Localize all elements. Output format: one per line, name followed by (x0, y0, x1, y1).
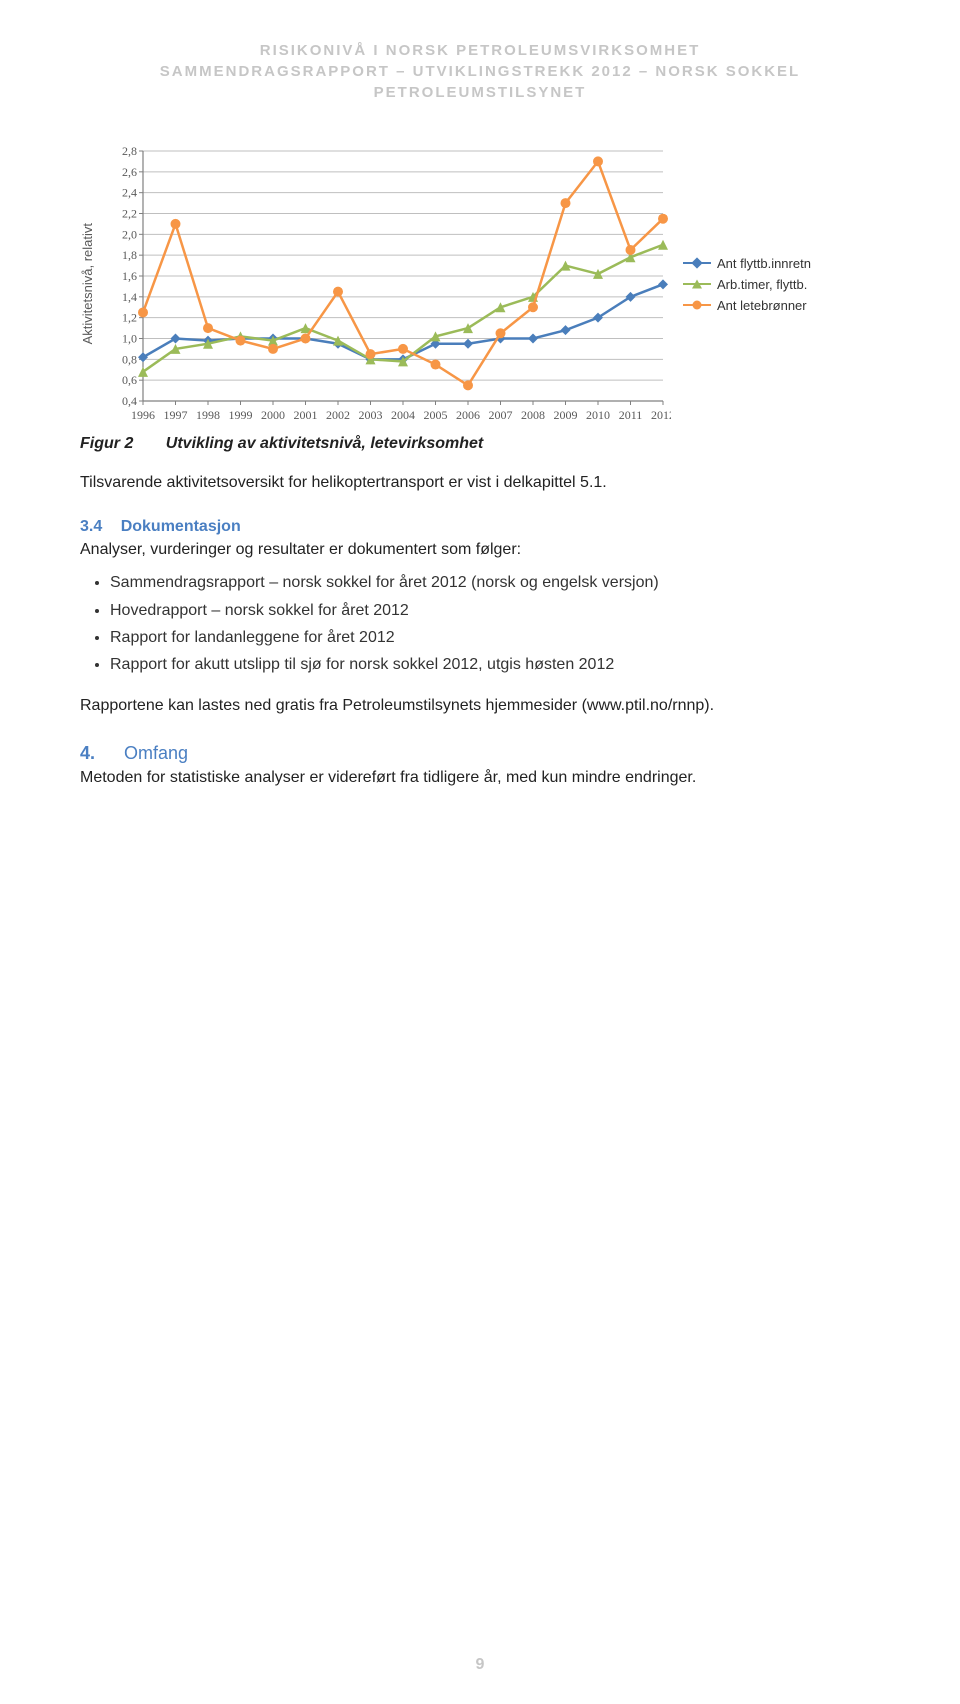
figure-caption-text: Utvikling av aktivitetsnivå, letevirksom… (166, 435, 483, 452)
section-number: 4. (80, 743, 95, 763)
legend-label: Ant letebrønner (717, 298, 807, 313)
header-line-1: RISIKONIVÅ I NORSK PETROLEUMSVIRKSOMHET (80, 40, 880, 61)
chart-legend: Ant flyttb.innretn Arb.timer, flyttb. Ant … (683, 250, 811, 319)
section-title: Dokumentasjon (121, 518, 241, 535)
diamond-icon (691, 257, 702, 268)
line-chart: 0,4 0,6 0,8 1,0 1,2 1,4 1,6 1,8 2,0 2,2 2,4 2,6 2,8 1… (101, 143, 671, 425)
svg-text:2012: 2012 (651, 408, 671, 422)
legend-item: Ant letebrønner (683, 298, 811, 313)
figure-caption: Figur 2 Utvikling av aktivitetsnivå, let… (80, 435, 880, 453)
legend-swatch (683, 304, 711, 307)
svg-text:1,6: 1,6 (122, 269, 137, 283)
svg-text:0,6: 0,6 (122, 373, 137, 387)
svg-text:2011: 2011 (619, 408, 643, 422)
bullet-item: Sammendragsrapport – norsk sokkel for år… (110, 571, 880, 594)
section-number: 3.4 (80, 518, 102, 535)
svg-text:0,4: 0,4 (122, 394, 137, 408)
page-number: 9 (476, 1656, 485, 1674)
svg-text:1,4: 1,4 (122, 290, 137, 304)
svg-text:1998: 1998 (196, 408, 220, 422)
bullet-item: Hovedrapport – norsk sokkel for året 201… (110, 599, 880, 622)
section-4-heading: 4. Omfang (80, 743, 880, 764)
section-title: Omfang (124, 743, 188, 763)
triangle-icon (692, 280, 702, 289)
svg-text:2009: 2009 (554, 408, 578, 422)
svg-text:2,0: 2,0 (122, 227, 137, 241)
circle-icon (693, 301, 702, 310)
chart-ylabel: Aktivitetsnivå, relativt (80, 223, 95, 344)
header-line-2: SAMMENDRAGSRAPPORT – UTVIKLINGSTREKK 201… (80, 61, 880, 82)
svg-text:1996: 1996 (131, 408, 155, 422)
section-3-4-intro: Analyser, vurderinger og resultater er d… (80, 538, 880, 561)
section-4-text: Metoden for statistiske analyser er vide… (80, 766, 880, 789)
chart-container: Aktivitetsnivå, relativt 0,4 0,6 0,8 1,0 1,2… (80, 143, 880, 425)
svg-text:1,8: 1,8 (122, 248, 137, 262)
section-3-4-heading: 3.4 Dokumentasjon (80, 518, 880, 536)
svg-text:2002: 2002 (326, 408, 350, 422)
svg-text:2000: 2000 (261, 408, 285, 422)
svg-text:2003: 2003 (359, 408, 383, 422)
svg-text:2010: 2010 (586, 408, 610, 422)
svg-text:1,2: 1,2 (122, 311, 137, 325)
figure-number: Figur 2 (80, 435, 133, 452)
svg-text:2006: 2006 (456, 408, 480, 422)
page-header: RISIKONIVÅ I NORSK PETROLEUMSVIRKSOMHET … (80, 40, 880, 103)
legend-swatch (683, 262, 711, 265)
svg-text:2,2: 2,2 (122, 207, 137, 221)
paragraph-1: Tilsvarende aktivitetsoversikt for helik… (80, 471, 880, 494)
svg-text:2,4: 2,4 (122, 186, 137, 200)
header-line-3: PETROLEUMSTILSYNET (80, 82, 880, 103)
svg-text:2005: 2005 (424, 408, 448, 422)
legend-swatch (683, 283, 711, 286)
bullet-list: Sammendragsrapport – norsk sokkel for år… (110, 571, 880, 676)
section-3-4-outro: Rapportene kan lastes ned gratis fra Pet… (80, 694, 880, 717)
svg-text:2001: 2001 (294, 408, 318, 422)
svg-text:1,0: 1,0 (122, 332, 137, 346)
svg-text:1997: 1997 (164, 408, 188, 422)
svg-text:0,8: 0,8 (122, 352, 137, 366)
legend-item: Ant flyttb.innretn (683, 256, 811, 271)
svg-text:2008: 2008 (521, 408, 545, 422)
svg-text:2,6: 2,6 (122, 165, 137, 179)
legend-label: Arb.timer, flyttb. (717, 277, 807, 292)
legend-label: Ant flyttb.innretn (717, 256, 811, 271)
svg-text:2007: 2007 (489, 408, 513, 422)
svg-text:1999: 1999 (229, 408, 253, 422)
legend-item: Arb.timer, flyttb. (683, 277, 811, 292)
svg-text:2,8: 2,8 (122, 144, 137, 158)
bullet-item: Rapport for landanleggene for året 2012 (110, 626, 880, 649)
svg-text:2004: 2004 (391, 408, 415, 422)
bullet-item: Rapport for akutt utslipp til sjø for no… (110, 653, 880, 676)
